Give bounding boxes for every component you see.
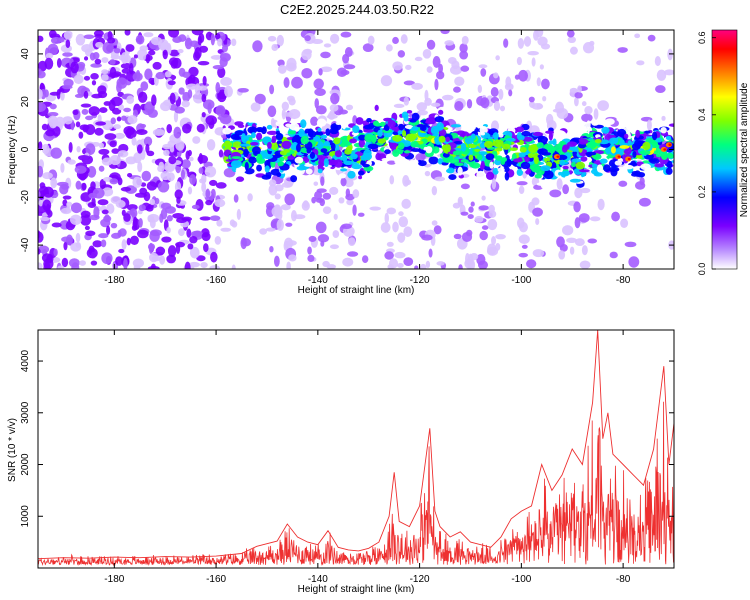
y-tick-label: 20: [20, 96, 31, 108]
heatmap-x-label: Height of straight line (km): [298, 285, 415, 296]
y-tick-label: 0: [20, 146, 31, 152]
snr-frame: [37, 329, 675, 569]
y-tick-label: -20: [20, 190, 31, 205]
heatmap-y-label: Frequency (Hz): [7, 116, 18, 185]
heatmap-x-axis: -180 -160 -140 -120 -100 -80: [104, 30, 631, 286]
snr-line-detail: [38, 401, 674, 567]
heatmap-panel: -180 -160 -140 -120 -100 -80 -40 -20 0 20 40 Heig…: [7, 29, 675, 296]
x-tick-label: -100: [511, 275, 531, 286]
snr-y-label: SNR (10 * v/v): [7, 418, 18, 482]
colorbar-tick-label: 0.4: [697, 109, 707, 122]
y-tick-label: 40: [20, 48, 31, 60]
x-tick-label: -160: [206, 275, 226, 286]
snr-x-label: Height of straight line (km): [298, 584, 415, 595]
y-tick-label: 4000: [20, 349, 31, 372]
colorbar: 0.0 0.2 0.4 0.6 Normalized spectral amplitu…: [697, 29, 750, 275]
figure-title: C2E2.2025.244.03.50.R22: [280, 2, 434, 17]
x-tick-label: -180: [104, 574, 124, 585]
x-tick-label: -180: [104, 275, 124, 286]
colorbar-tick-label: 0.0: [697, 263, 707, 276]
y-tick-label: 3000: [20, 401, 31, 424]
heatmap-cells: [38, 30, 674, 269]
y-tick-label: -40: [20, 237, 31, 252]
x-tick-label: -140: [308, 275, 328, 286]
y-tick-label: 1000: [20, 505, 31, 528]
colorbar-tick-label: 0.6: [697, 31, 707, 44]
colorbar-ticks: 0.0 0.2 0.4 0.6: [697, 31, 716, 275]
x-tick-label: -80: [616, 574, 631, 585]
x-tick-label: -160: [206, 574, 226, 585]
snr-series-line: [38, 330, 674, 560]
heatmap-y-axis: -40 -20 0 20 40: [20, 48, 674, 252]
snr-y-axis: 1000 2000 3000 4000: [20, 349, 674, 527]
x-tick-label: -100: [511, 574, 531, 585]
x-tick-label: -140: [308, 574, 328, 585]
colorbar-tick-label: 0.2: [697, 186, 707, 199]
snr-panel: -180 -160 -140 -120 -100 -80 1000 2000 3000 4000…: [7, 329, 675, 595]
x-tick-label: -80: [616, 275, 631, 286]
y-tick-label: 2000: [20, 453, 31, 476]
snr-x-axis: -180 -160 -140 -120 -100 -80: [104, 330, 631, 585]
colorbar-gradient: [711, 29, 738, 270]
x-tick-label: -120: [410, 275, 430, 286]
x-tick-label: -120: [410, 574, 430, 585]
colorbar-label: Normalized spectral amplitude: [739, 82, 750, 217]
